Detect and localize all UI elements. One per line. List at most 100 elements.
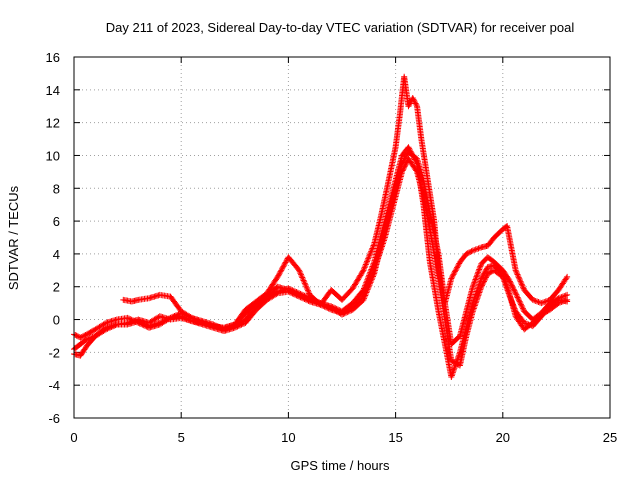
data-point: [156, 319, 163, 326]
data-point-fill: [411, 99, 418, 106]
data-point-fill: [516, 275, 523, 282]
data-point: [285, 288, 292, 295]
data-point-fill: [412, 100, 419, 107]
data-point-fill: [512, 288, 519, 295]
data-point-fill: [451, 365, 458, 372]
data-point-fill: [78, 333, 85, 340]
y-tick-label: 4: [53, 247, 60, 262]
data-point: [463, 250, 470, 257]
data-point-fill: [301, 296, 308, 303]
data-point-fill: [142, 321, 149, 328]
grid: [74, 57, 610, 418]
data-point-fill: [482, 275, 489, 282]
x-tick-label: 0: [70, 430, 77, 445]
data-point-fill: [509, 283, 516, 290]
data-point-fill: [468, 248, 475, 255]
data-point-fill: [471, 247, 478, 254]
data-point-fill: [368, 274, 375, 281]
x-tick-label: 5: [178, 430, 185, 445]
data-point: [124, 314, 131, 321]
y-tick-label: 8: [53, 181, 60, 196]
data-point-fill: [515, 297, 522, 304]
data-point-fill: [81, 332, 88, 339]
data-point-fill: [104, 325, 111, 332]
plot-area-border: [73, 56, 611, 419]
data-point: [448, 373, 455, 380]
data-point-fill: [235, 322, 242, 329]
data-point-fill: [471, 279, 478, 286]
data-point-fill: [368, 246, 375, 253]
data-point-fill: [305, 297, 312, 304]
data-point-fill: [297, 270, 304, 277]
data-point-fill: [511, 287, 518, 294]
data-point-fill: [158, 319, 165, 326]
data-point-fill: [452, 267, 459, 274]
data-point-fill: [470, 280, 477, 287]
data-point-fill: [473, 296, 480, 303]
data-point-fill: [368, 248, 375, 255]
data-point-fill: [322, 304, 329, 311]
data-point-fill: [517, 301, 524, 308]
data-point-fill: [365, 254, 372, 261]
data-point-fill: [195, 317, 202, 324]
data-point-fill: [507, 279, 514, 286]
y-tick-label: 0: [53, 313, 60, 328]
data-point-fill: [298, 271, 305, 278]
data-point-fill: [125, 315, 132, 322]
data-point-fill: [364, 281, 371, 288]
data-point-fill: [301, 278, 308, 285]
data-point-fill: [449, 369, 456, 376]
data-point: [103, 326, 110, 333]
data-point-fill: [507, 296, 514, 303]
data-point-fill: [473, 298, 480, 305]
data-point-fill: [513, 293, 520, 300]
data-point-fill: [72, 331, 79, 338]
data-point-fill: [281, 260, 288, 267]
data-point-fill: [472, 301, 479, 308]
y-tick-label: 10: [46, 148, 60, 163]
data-point-fill: [277, 268, 284, 275]
data-point: [564, 298, 571, 305]
data-point: [484, 270, 491, 277]
data-point-fill: [299, 276, 306, 283]
data-point-fill: [298, 273, 305, 280]
data-point-fill: [288, 289, 295, 296]
data-point: [188, 314, 195, 321]
data-point-fill: [480, 278, 487, 285]
data-point-fill: [400, 164, 407, 171]
data-point-fill: [510, 302, 517, 309]
data-point: [83, 336, 90, 343]
data-point-fill: [471, 303, 478, 310]
data-point-fill: [474, 245, 481, 252]
data-point-fill: [101, 327, 108, 334]
data-point-fill: [280, 263, 287, 270]
data-point-fill: [464, 250, 471, 257]
data-point-fill: [563, 275, 570, 282]
data-point-fill: [514, 294, 521, 301]
data-point-fill: [475, 292, 482, 299]
x-tick-label: 25: [603, 430, 617, 445]
data-point-fill: [515, 295, 522, 302]
data-point-fill: [112, 322, 119, 329]
series-track-c: [71, 155, 571, 369]
data-point-fill: [292, 291, 299, 298]
data-point-fill: [367, 249, 374, 256]
data-point-fill: [531, 297, 538, 304]
data-point-fill: [279, 264, 286, 271]
data-point-fill: [449, 272, 456, 279]
data-point-fill: [472, 246, 479, 253]
data-point-fill: [508, 282, 515, 289]
data-point-fill: [406, 145, 413, 152]
data-point-fill: [369, 245, 376, 252]
data-point-fill: [301, 280, 308, 287]
data-point-fill: [513, 268, 520, 275]
data-point-fill: [544, 297, 551, 304]
x-tick-labels: 0 5 10 15 20 25: [70, 430, 617, 445]
data-point-fill: [508, 298, 515, 305]
data-point-fill: [534, 298, 541, 305]
data-point-fill: [465, 249, 472, 256]
data-point-fill: [362, 262, 369, 269]
data-point-fill: [517, 300, 524, 307]
data-point-fill: [516, 298, 523, 305]
